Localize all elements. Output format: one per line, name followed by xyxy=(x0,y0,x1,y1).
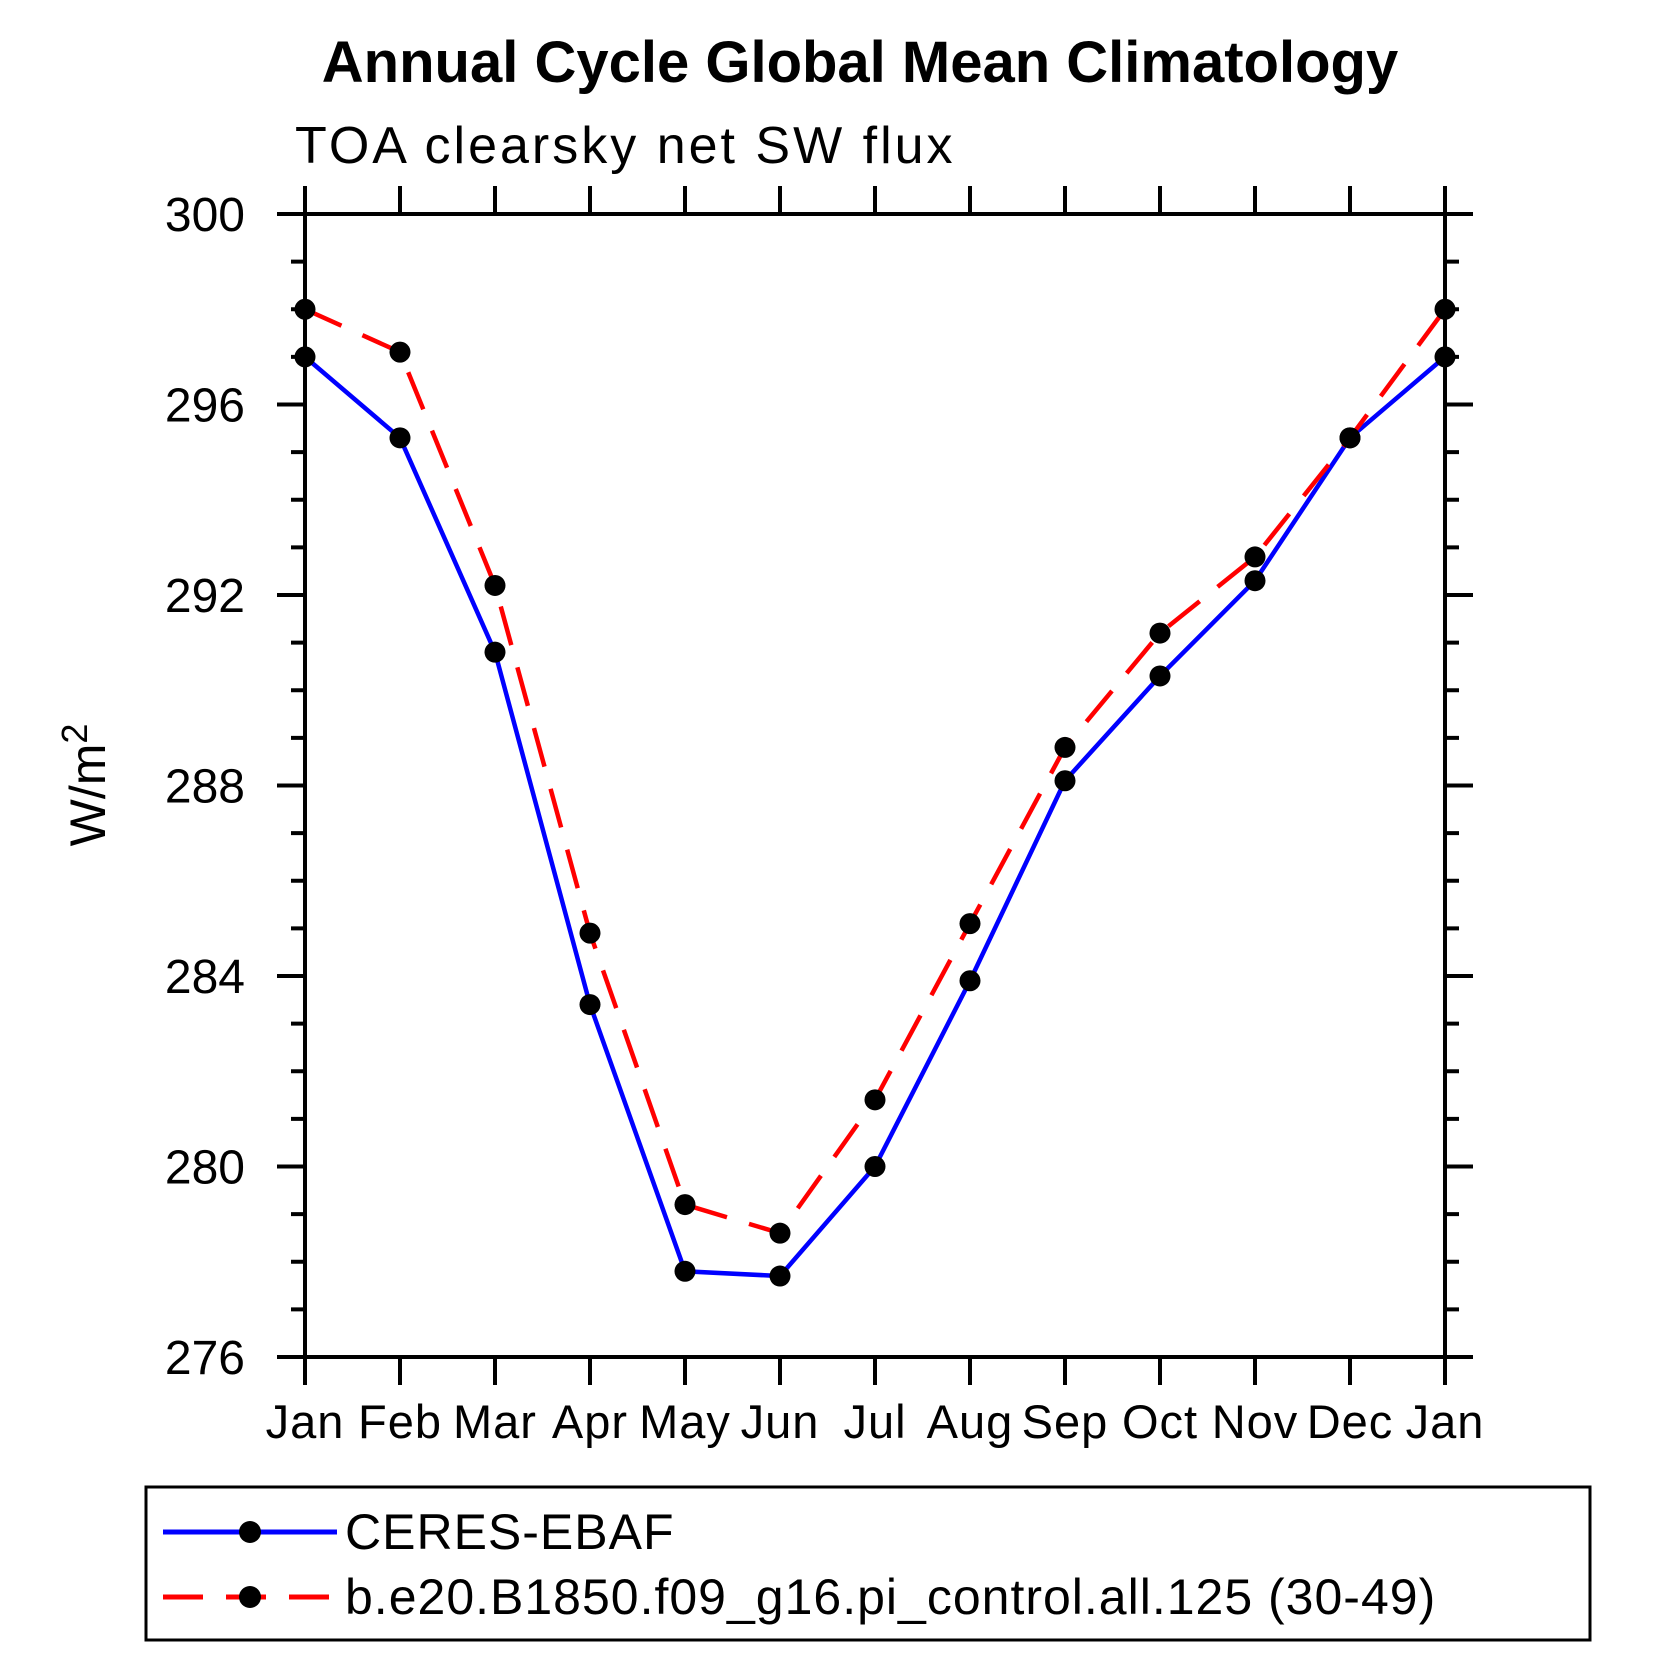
data-series-lines xyxy=(303,307,1447,1279)
svg-text:Mar: Mar xyxy=(453,1395,537,1448)
legend-label-ceres: CERES-EBAF xyxy=(345,1504,675,1560)
svg-text:276: 276 xyxy=(165,1332,245,1385)
y-axis-label: W/m2 xyxy=(54,724,116,847)
svg-text:Jan: Jan xyxy=(266,1395,345,1448)
legend-label-model: b.e20.B1850.f09_g16.pi_control.all.125 (… xyxy=(345,1569,1436,1625)
svg-text:296: 296 xyxy=(165,380,245,433)
svg-text:288: 288 xyxy=(165,761,245,814)
svg-text:Jul: Jul xyxy=(843,1395,906,1448)
y-axis-tick-labels: 276 280 284 288 292 296 300 xyxy=(165,189,245,1385)
svg-text:Feb: Feb xyxy=(358,1395,442,1448)
svg-text:300: 300 xyxy=(165,189,245,242)
plot-axes xyxy=(277,186,1473,1385)
data-series-markers xyxy=(294,298,1456,1287)
svg-text:280: 280 xyxy=(165,1142,245,1195)
legend: CERES-EBAF b.e20.B1850.f09_g16.pi_contro… xyxy=(144,1485,1592,1642)
svg-text:Jun: Jun xyxy=(741,1395,820,1448)
svg-text:Dec: Dec xyxy=(1307,1395,1394,1448)
svg-text:284: 284 xyxy=(165,951,245,1004)
svg-text:Aug: Aug xyxy=(927,1395,1014,1448)
legend-marker-model xyxy=(239,1586,261,1608)
svg-text:May: May xyxy=(639,1395,731,1448)
svg-text:Apr: Apr xyxy=(552,1395,628,1448)
x-axis-tick-labels: Jan Feb Mar Apr May Jun Jul Aug Sep Oct Nov Dec Jan xyxy=(266,1395,1485,1448)
legend-marker-ceres xyxy=(239,1521,261,1543)
svg-text:Sep: Sep xyxy=(1022,1395,1109,1448)
chart-title: Annual Cycle Global Mean Climatology xyxy=(322,30,1398,95)
svg-text:292: 292 xyxy=(165,570,245,623)
svg-text:Nov: Nov xyxy=(1212,1395,1299,1448)
legend-box xyxy=(144,1485,1592,1642)
svg-text:Oct: Oct xyxy=(1122,1395,1198,1448)
chart-subtitle: TOA clearsky net SW flux xyxy=(295,117,956,175)
svg-text:Jan: Jan xyxy=(1406,1395,1485,1448)
